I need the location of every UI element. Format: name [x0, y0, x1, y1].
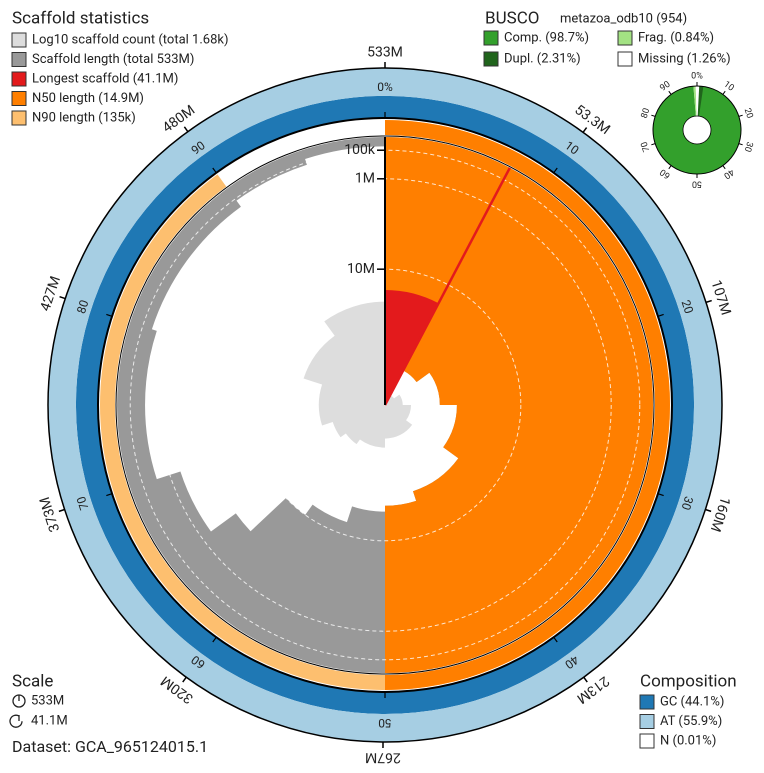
busco-tick-label: 80: [640, 107, 653, 120]
legend-label: AT (55.9%): [660, 714, 722, 729]
legend-swatch: [12, 92, 26, 106]
legend-label: Dupl. (2.31%): [504, 51, 581, 66]
angle-tick-label: 107M: [707, 278, 733, 317]
busco-tick: [669, 91, 671, 94]
legend-label: Comp. (98.7%): [504, 30, 589, 45]
busco-tick: [651, 144, 655, 145]
angle-tick: [184, 127, 188, 132]
busco-tick: [739, 115, 743, 116]
dataset-label: Dataset: GCA_965124015.1: [12, 737, 208, 756]
legend-label: GC (44.1%): [660, 694, 724, 709]
legend-label: N50 length (14.9M): [32, 91, 144, 106]
radial-tick-label: 10M: [347, 261, 375, 277]
angle-tick-label: 267M: [365, 749, 401, 765]
legend-swatch: [640, 695, 654, 709]
busco-lineage: metazoa_odb10 (954): [560, 11, 687, 26]
busco-tick-label: 0%: [691, 71, 703, 81]
legend-label: Missing (1.26%): [638, 51, 731, 66]
busco-tick: [651, 115, 655, 116]
angle-tick: [584, 677, 588, 682]
angle-tick-label: 427M: [37, 274, 63, 313]
busco-tick-label: 70: [640, 140, 653, 153]
legend-swatch: [484, 31, 498, 45]
angle-tick-label: 533M: [367, 45, 403, 61]
angle-tick: [705, 510, 711, 512]
busco-tick: [723, 166, 725, 169]
radial-tick-label: 100k: [344, 142, 376, 158]
radial-tick-label: 1M: [355, 171, 375, 187]
busco-hole: [683, 116, 711, 144]
angle-tick-label: 160M: [707, 495, 733, 534]
legend-swatch: [12, 111, 26, 125]
scale-icon: [10, 695, 25, 727]
legend: Log10 scaffold count (total 1.68k) Scaffo…: [12, 32, 229, 125]
legend-swatch: [640, 715, 654, 729]
scale-item: 533M: [31, 693, 64, 708]
legend-swatch: [12, 53, 26, 67]
angle-tick: [59, 510, 65, 512]
angle-tick: [60, 297, 66, 299]
composition-legend: GC (44.1%) AT (55.9%) N (0.01%): [640, 694, 724, 748]
angle-tick: [183, 677, 187, 682]
legend-swatch: [618, 31, 632, 45]
percent-tick-label: 0%: [377, 80, 393, 94]
composition-title: Composition: [640, 671, 737, 691]
busco-title: BUSCO: [485, 8, 539, 28]
chart-title: Scaffold statistics: [12, 8, 149, 28]
legend-label: Longest scaffold (41.1M): [32, 71, 178, 86]
percent-tick-label: 50: [378, 716, 392, 730]
busco-tick-label: 40: [721, 166, 735, 180]
busco-tick-label: 50: [692, 179, 702, 189]
legend-swatch: [618, 52, 632, 66]
angle-tick-label: 373M: [37, 495, 63, 534]
angle-tick: [706, 301, 712, 303]
snail-plot: 100k1M10M533M53.3M107M160M213M267M320M37…: [37, 45, 734, 766]
busco-tick-label: 30: [742, 140, 755, 153]
busco-tick-label: 90: [658, 80, 672, 94]
busco-tick: [669, 166, 671, 169]
legend-label: N90 length (135k): [32, 110, 136, 125]
legend-label: Log10 scaffold count (total 1.68k): [32, 32, 229, 47]
legend-swatch: [12, 72, 26, 86]
busco-tick: [723, 91, 725, 94]
legend-swatch: [640, 734, 654, 748]
legend-swatch: [12, 33, 26, 47]
scale-item: 41.1M: [31, 713, 68, 728]
busco-tick: [739, 144, 743, 145]
busco-tick-label: 10: [721, 80, 735, 94]
busco-tick-label: 20: [742, 107, 755, 120]
legend-label: N (0.01%): [660, 733, 716, 748]
legend-swatch: [484, 52, 498, 66]
scale-title: Scale: [12, 671, 53, 691]
busco-tick-label: 60: [658, 166, 672, 180]
legend-label: Scaffold length (total 533M): [32, 52, 194, 67]
legend-label: Frag. (0.84%): [638, 30, 714, 45]
angle-tick: [583, 128, 587, 133]
